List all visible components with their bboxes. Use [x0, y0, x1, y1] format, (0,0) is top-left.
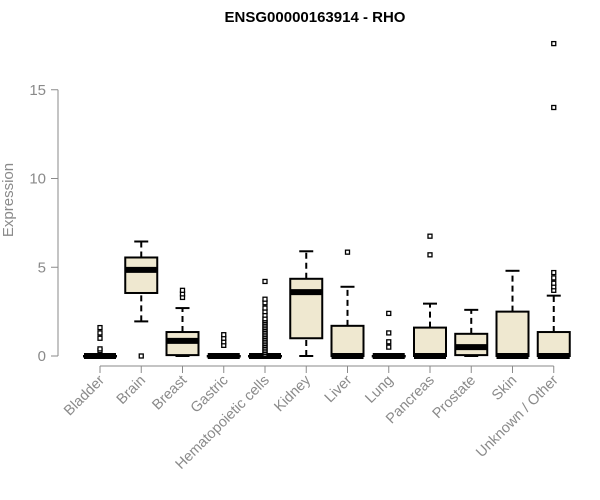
x-tick-label: Skin [489, 373, 520, 404]
x-tick-label: Prostate [430, 373, 479, 422]
box-brain [124, 240, 159, 359]
outlier-point [179, 287, 186, 293]
x-tick-label: Kidney [271, 372, 314, 415]
outlier-point [551, 40, 557, 47]
box-iqr [413, 326, 447, 358]
outlier-point [551, 275, 557, 281]
chart-title: ENSG00000163914 - RHO [225, 9, 406, 26]
box-kidney [289, 250, 324, 357]
outlier-point [386, 344, 392, 350]
box-prostate [454, 308, 489, 357]
y-tick-label: 10 [29, 171, 46, 188]
box-iqr [124, 256, 159, 294]
outlier-point [97, 330, 103, 336]
box-lung [371, 310, 406, 359]
outlier-point [262, 305, 268, 311]
box-liver [330, 249, 365, 359]
box-bladder [83, 324, 117, 359]
outlier-point [97, 324, 103, 331]
box-iqr [536, 331, 571, 358]
box-iqr [495, 310, 530, 357]
y-axis: 0 5 10 15 [29, 82, 59, 365]
outlier-point [386, 339, 392, 345]
box-iqr [330, 324, 365, 358]
outlier-point [551, 104, 557, 111]
y-tick-label: 5 [38, 259, 46, 276]
box-gastric [206, 332, 241, 359]
y-tick-label: 15 [29, 82, 46, 99]
outlier-point [427, 233, 433, 239]
outlier-point [221, 332, 227, 338]
outlier-point [262, 278, 268, 285]
outlier-point [344, 249, 351, 255]
box-iqr [289, 277, 324, 340]
x-tick-label: Brain [114, 373, 149, 408]
box-hematopoietic-cells [248, 278, 282, 359]
x-tick-label: Bladder [61, 372, 108, 419]
outlier-point [386, 310, 392, 317]
x-tick-label: Lung [362, 373, 396, 407]
x-tick-label: Liver [322, 372, 356, 406]
outlier-point [386, 330, 392, 336]
y-tick-label: 0 [38, 348, 46, 365]
outlier-point [551, 280, 557, 286]
outlier-point [138, 353, 144, 359]
outlier-point [97, 346, 103, 352]
box-breast [165, 287, 200, 357]
boxes-layer [83, 40, 571, 359]
box-skin [495, 269, 530, 359]
outlier-point [97, 335, 103, 341]
box-unknown-other [536, 40, 571, 359]
box-pancreas [413, 233, 447, 359]
y-axis-label: Expression [0, 163, 17, 237]
outlier-point [427, 252, 433, 258]
outlier-point [551, 269, 557, 276]
outlier-point [262, 296, 268, 302]
x-tick-label: Breast [149, 373, 190, 414]
